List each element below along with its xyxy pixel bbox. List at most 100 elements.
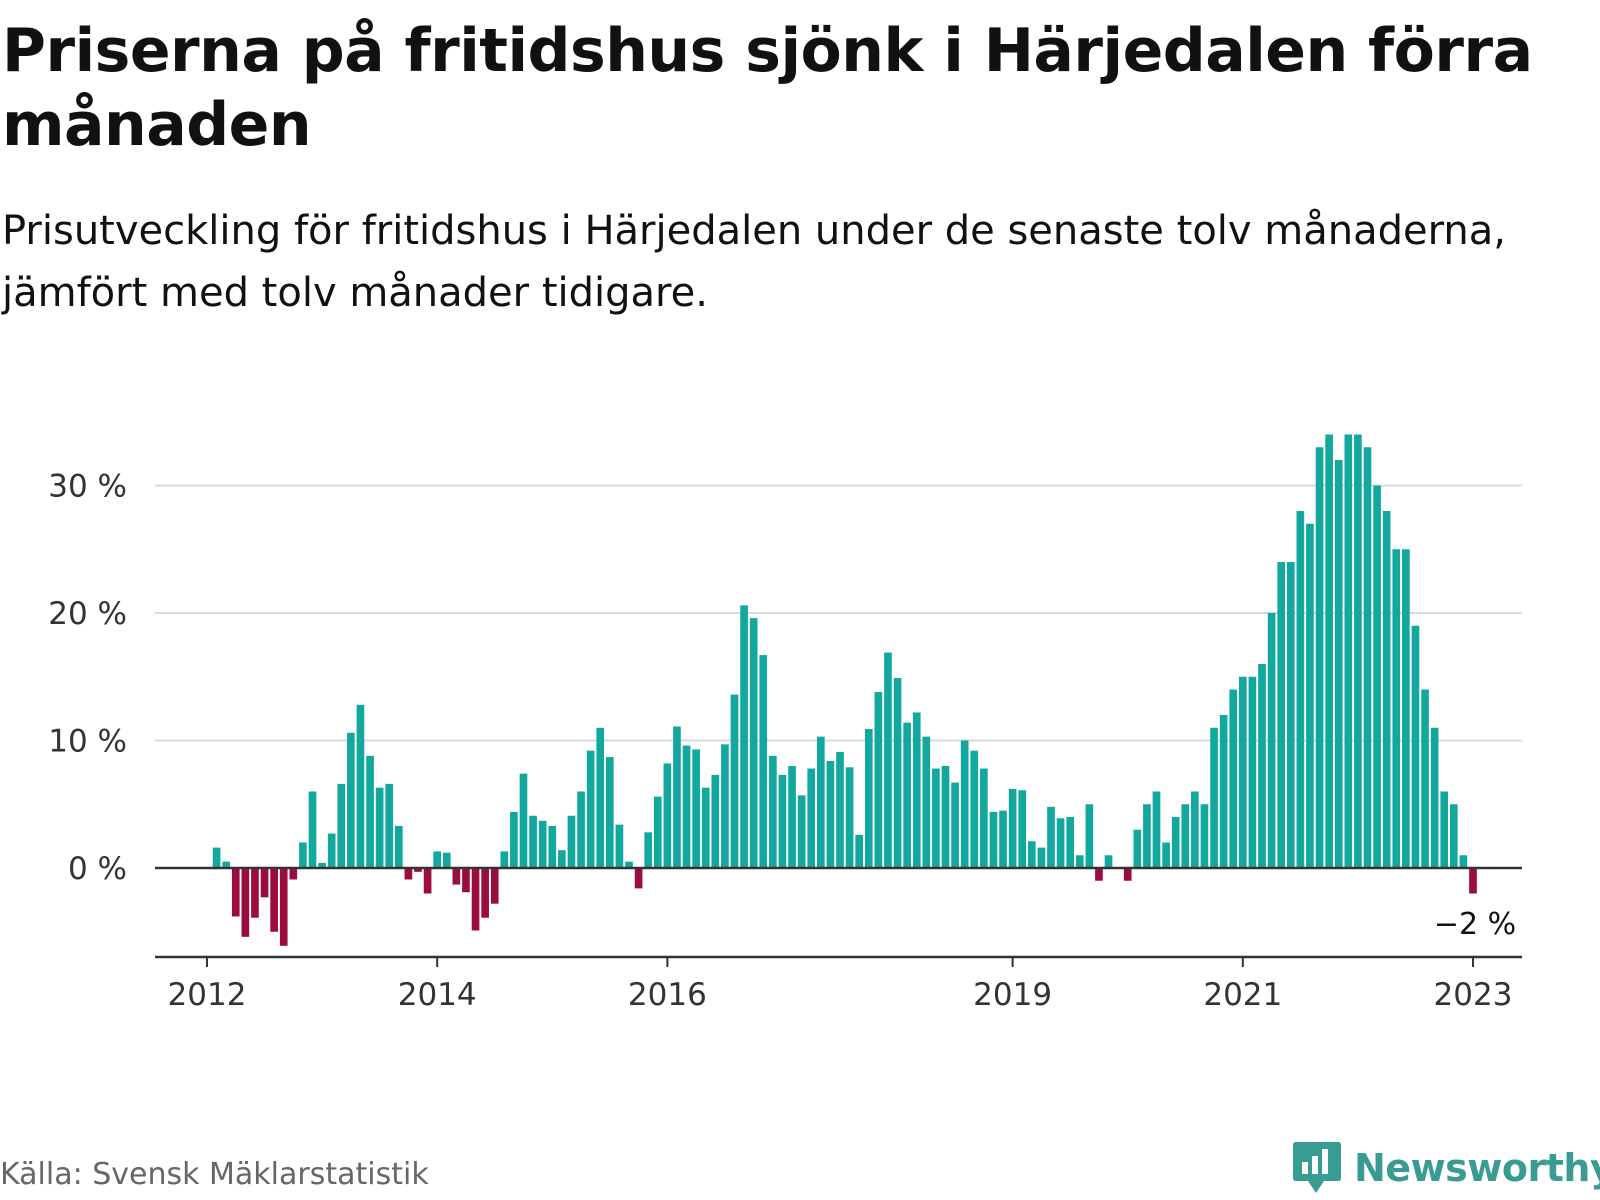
y-tick-label: 0 % xyxy=(68,851,127,887)
bar xyxy=(1171,817,1180,868)
x-tick-label: 2019 xyxy=(973,977,1052,1013)
y-tick-label: 30 % xyxy=(48,469,127,505)
bar xyxy=(1382,511,1391,868)
bar xyxy=(711,774,720,868)
bar xyxy=(816,736,825,868)
bar xyxy=(1440,791,1449,868)
bar xyxy=(1258,664,1266,868)
newsworthy-logo: Newsworthy xyxy=(1292,1140,1600,1196)
bar xyxy=(721,744,729,868)
bar xyxy=(797,795,806,868)
x-tick-label: 2023 xyxy=(1434,977,1513,1013)
x-tick-label: 2021 xyxy=(1203,977,1282,1013)
bar xyxy=(1449,804,1458,868)
bar xyxy=(1402,549,1410,868)
bar xyxy=(519,773,528,868)
bar xyxy=(845,767,854,868)
bar xyxy=(922,736,931,868)
bar xyxy=(826,760,835,868)
bar xyxy=(912,712,921,868)
bar xyxy=(337,783,346,868)
bar xyxy=(270,868,278,932)
bar xyxy=(1296,511,1305,868)
bar xyxy=(308,791,317,868)
bar xyxy=(960,740,969,868)
bar xyxy=(212,847,221,868)
bar xyxy=(1286,562,1295,868)
bar xyxy=(375,787,384,868)
bar xyxy=(1469,868,1477,894)
bar xyxy=(1095,868,1103,881)
bar xyxy=(1315,447,1324,868)
bar xyxy=(1027,841,1036,868)
bar xyxy=(538,820,547,868)
bar xyxy=(548,825,557,868)
bar xyxy=(989,811,998,868)
bar xyxy=(462,868,470,893)
chart-subtitle: Prisutveckling för fritidshus i Härjedal… xyxy=(2,208,1506,316)
bar xyxy=(299,842,307,868)
bar xyxy=(385,783,394,868)
bar xyxy=(1210,727,1218,868)
bar xyxy=(1334,460,1343,868)
bar xyxy=(769,755,777,868)
bar xyxy=(1066,817,1075,868)
bar xyxy=(1373,485,1381,868)
bar xyxy=(855,834,864,868)
bar xyxy=(471,868,480,931)
bar xyxy=(1248,676,1257,868)
bar xyxy=(884,652,892,868)
bar xyxy=(615,824,624,868)
bar xyxy=(807,768,816,868)
bar xyxy=(1219,715,1228,868)
bar xyxy=(1181,804,1190,868)
bar xyxy=(289,868,298,880)
bar xyxy=(404,868,413,880)
bar xyxy=(682,745,691,868)
bar xyxy=(251,868,259,918)
bar xyxy=(567,815,576,868)
bar xyxy=(951,782,959,868)
bar xyxy=(1018,790,1027,868)
bar xyxy=(1430,727,1439,868)
bar xyxy=(625,861,633,869)
bar xyxy=(1392,549,1401,868)
bar xyxy=(1277,562,1286,868)
bar xyxy=(1152,791,1161,868)
bar xyxy=(663,763,672,868)
y-axis-ticks: 0 % 10 % 20 % 30 % xyxy=(48,469,127,888)
bar xyxy=(500,851,509,868)
bar xyxy=(1162,842,1170,868)
bar xyxy=(414,868,422,872)
y-tick-label: 20 % xyxy=(48,596,127,632)
bar xyxy=(481,868,489,918)
bar xyxy=(347,732,355,868)
bar xyxy=(788,766,796,868)
bar xyxy=(442,852,451,868)
bar xyxy=(529,815,537,868)
bar xyxy=(1459,855,1468,868)
bar xyxy=(836,751,844,868)
brand-name: Newsworthy xyxy=(1354,1146,1600,1190)
chart-title: Priserna på fritidshus sjönk i Härjedale… xyxy=(2,16,1533,160)
bar xyxy=(1306,523,1314,868)
bar xyxy=(279,868,288,946)
bar xyxy=(1104,855,1113,868)
bar xyxy=(1008,788,1017,868)
bar xyxy=(577,791,585,868)
bar xyxy=(893,678,902,868)
bar xyxy=(653,796,662,868)
bar xyxy=(1037,847,1046,868)
bar xyxy=(318,862,326,868)
bar xyxy=(730,694,739,868)
bar xyxy=(970,750,979,868)
bar xyxy=(1411,625,1420,868)
bar xyxy=(452,868,461,885)
bar xyxy=(1143,804,1151,868)
bar xyxy=(433,851,442,868)
bar xyxy=(423,868,432,894)
bar xyxy=(222,861,231,869)
bar xyxy=(692,749,700,868)
bar xyxy=(558,850,566,868)
bar xyxy=(701,787,710,868)
